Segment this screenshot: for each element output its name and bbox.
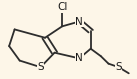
- Text: S: S: [37, 62, 44, 72]
- Text: N: N: [75, 53, 83, 63]
- Text: Cl: Cl: [57, 2, 67, 12]
- Text: S: S: [115, 62, 122, 72]
- Text: N: N: [75, 17, 83, 27]
